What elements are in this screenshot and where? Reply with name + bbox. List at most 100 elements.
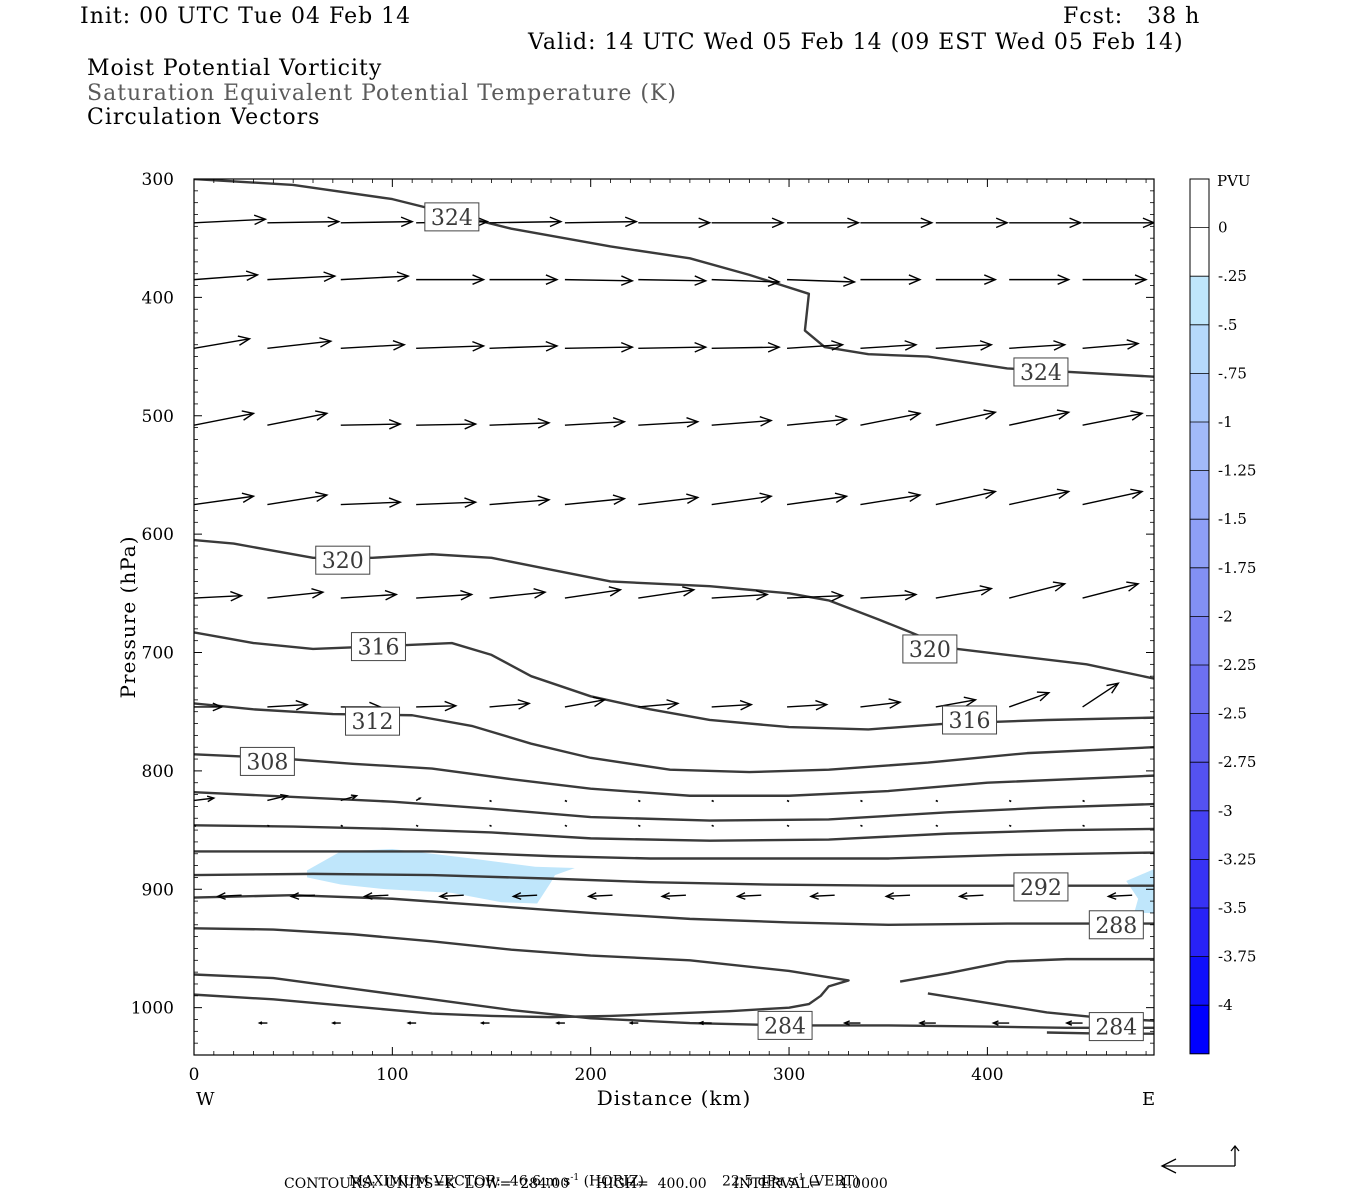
vector-head — [831, 340, 845, 351]
circulation-vector — [1082, 339, 1140, 350]
circulation-vector — [660, 892, 686, 900]
contour-label-text: 288 — [1095, 914, 1137, 939]
vector-shaft — [267, 703, 308, 708]
vector-head — [1053, 340, 1067, 351]
circulation-vector — [267, 271, 337, 282]
colorbar-swatch — [1190, 762, 1209, 811]
vector-shaft — [935, 799, 939, 803]
vector-head — [245, 270, 260, 281]
circulation-vector — [564, 216, 639, 228]
contour-label-box — [1088, 910, 1144, 940]
vector-head — [666, 699, 680, 710]
contour-label-text: 316 — [357, 636, 399, 661]
colorbar-level-label: -2 — [1218, 607, 1233, 625]
vector-shaft — [564, 824, 568, 828]
circulation-vector — [711, 699, 754, 711]
circulation-vector — [489, 587, 547, 599]
circulation-vector — [555, 1021, 565, 1025]
vector-head — [834, 492, 849, 504]
vector-head — [517, 699, 531, 710]
vector-head — [767, 341, 781, 353]
circulation-vector — [267, 216, 341, 228]
circulation-vector — [415, 824, 419, 828]
vector-head — [694, 275, 708, 286]
vector-head — [983, 274, 998, 285]
reference-vector-icon — [1160, 1144, 1240, 1174]
vector-shaft — [194, 274, 258, 281]
contour-label-box — [1013, 872, 1069, 902]
colorbar-level-label: -2.5 — [1218, 705, 1247, 723]
circulation-vector — [786, 492, 849, 506]
y-axis-title: Pressure (hPa) — [116, 536, 140, 699]
circulation-vector — [1082, 274, 1148, 285]
contour-316-2 — [194, 631, 1154, 731]
circulation-vector — [935, 340, 994, 351]
circulation-vector — [787, 699, 829, 711]
circulation-vector — [267, 824, 270, 828]
colorbar-level-label: -.75 — [1218, 364, 1247, 382]
circulation-vector — [1008, 799, 1012, 803]
vector-head — [230, 590, 244, 602]
max-vector-label: MAXIMUM VECTOR: — [348, 1173, 501, 1190]
vector-head — [464, 497, 478, 508]
contour-label-288: 288 — [1088, 910, 1144, 940]
y-tick-label: 400 — [142, 288, 174, 308]
circulation-vector — [628, 1021, 639, 1025]
circulation-vector — [194, 270, 260, 281]
contour-label-box — [1088, 1012, 1144, 1042]
circulation-vector — [638, 699, 680, 710]
vector-head — [686, 417, 700, 428]
circulation-vector — [267, 410, 329, 426]
vector-shaft — [439, 894, 464, 898]
contour-label-text: 284 — [764, 1014, 806, 1039]
vector-shaft — [194, 495, 254, 506]
circulation-vector — [362, 892, 389, 900]
vector-head — [620, 275, 635, 286]
colorbar-swatch — [1190, 859, 1209, 908]
vector-shaft — [711, 278, 780, 283]
colorbar-swatch — [1190, 519, 1209, 568]
circulation-vector — [638, 417, 700, 428]
vector-head — [920, 217, 934, 229]
colorbar-level-label: -.25 — [1218, 267, 1247, 285]
contour-label-text: 324 — [431, 206, 473, 231]
circulation-vector — [194, 702, 224, 712]
circulation-vector — [564, 696, 607, 708]
colorbar-swatch — [1190, 324, 1209, 374]
max-vector-horiz: 46.6 m s — [509, 1173, 571, 1190]
max-vector-vert: 22.5 dPa s — [721, 1173, 796, 1190]
vector-shaft — [489, 824, 492, 828]
contour-label-box — [1013, 357, 1069, 387]
circulation-vector — [842, 1020, 861, 1026]
contour-label-box — [345, 706, 401, 736]
vector-head — [995, 217, 1010, 229]
circulation-vector — [489, 495, 551, 506]
vector-head — [698, 217, 712, 229]
contour-label-box — [942, 705, 998, 735]
vector-shaft — [194, 594, 242, 599]
contour-label-layer: 324 324 320 320 316 316 312 308 292 288 284 284 — [239, 202, 1144, 1042]
vector-head — [908, 491, 922, 503]
vector-shaft — [637, 799, 641, 803]
contour-label-box — [757, 1010, 813, 1040]
vector-shaft — [860, 824, 863, 828]
circulation-vector — [860, 589, 918, 601]
circulation-vector — [711, 217, 785, 229]
contour-label-292: 292 — [1013, 872, 1069, 902]
circulation-vector — [638, 493, 700, 506]
max-vector-vert-exp: -1 — [795, 1173, 805, 1183]
vector-head — [612, 417, 627, 428]
colorbar-swatch — [1190, 956, 1209, 1006]
circulation-vector — [884, 892, 911, 900]
circulation-vector — [489, 824, 492, 828]
circulation-vector — [711, 492, 773, 506]
circulation-vector — [637, 799, 641, 803]
circulation-vector — [416, 497, 478, 508]
vector-shaft — [935, 587, 992, 599]
vector-head — [735, 892, 746, 900]
vector-shaft — [959, 894, 984, 898]
vector-head — [592, 696, 607, 707]
x-end-label-west: W — [196, 1089, 215, 1110]
vector-head — [694, 341, 708, 353]
vector-shaft — [340, 344, 405, 349]
